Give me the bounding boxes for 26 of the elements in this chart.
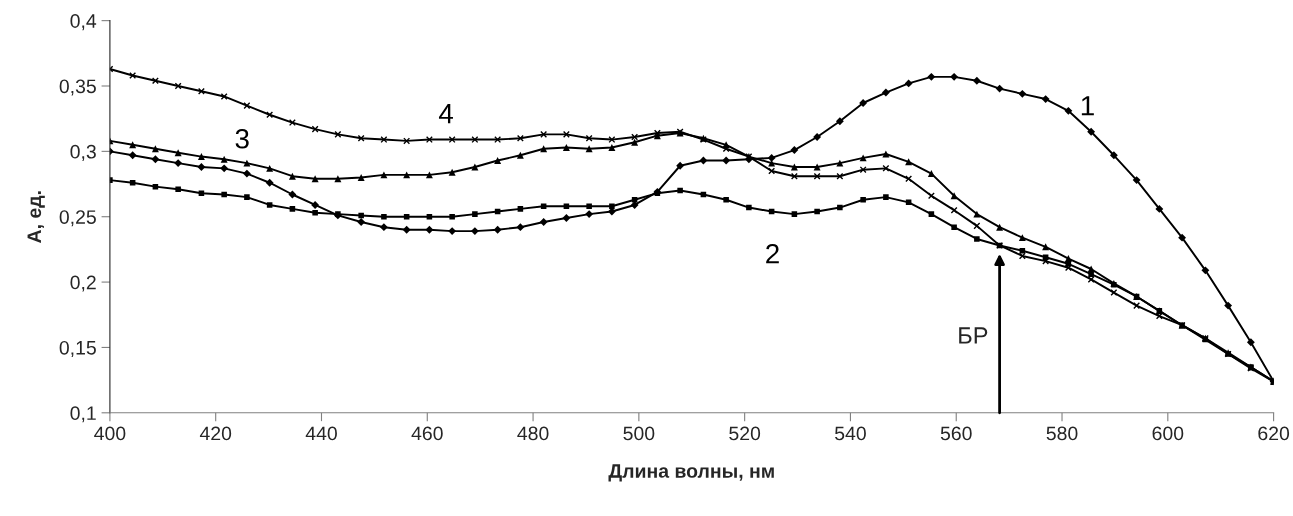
x-tick-label: 540 <box>835 426 866 441</box>
x-tick-label: 560 <box>940 426 972 441</box>
x-tick-label: 600 <box>1152 426 1184 441</box>
y-tick-label: 0,25 <box>59 210 96 227</box>
y-tick-label: 0,4 <box>70 14 97 31</box>
x-tick-label: 620 <box>1258 426 1290 441</box>
x-tick-label: 580 <box>1046 426 1078 441</box>
y-tick-label: 0,3 <box>70 144 96 161</box>
y-tick-label: 0,35 <box>59 79 96 96</box>
series-label: 3 <box>235 128 249 149</box>
y-tick-label: 0,15 <box>59 340 96 357</box>
y-axis-title: А, ед. <box>27 191 45 243</box>
x-tick-label: 460 <box>411 426 443 441</box>
x-tick-label: 400 <box>94 426 126 441</box>
x-axis-title: Длина волны, нм <box>608 464 774 482</box>
series-label: 2 <box>766 243 779 264</box>
x-tick-label: 420 <box>199 426 232 441</box>
y-tick-label: 0,1 <box>70 406 96 423</box>
x-tick-label: 480 <box>517 426 549 441</box>
annotation: БР <box>959 327 988 344</box>
y-tick-label: 0,2 <box>70 275 96 292</box>
x-tick-label: 440 <box>305 426 337 441</box>
series-label: 4 <box>438 104 453 124</box>
series-label: 1 <box>1081 96 1094 116</box>
x-tick-label: 500 <box>623 426 655 441</box>
x-tick-label: 520 <box>729 426 761 441</box>
